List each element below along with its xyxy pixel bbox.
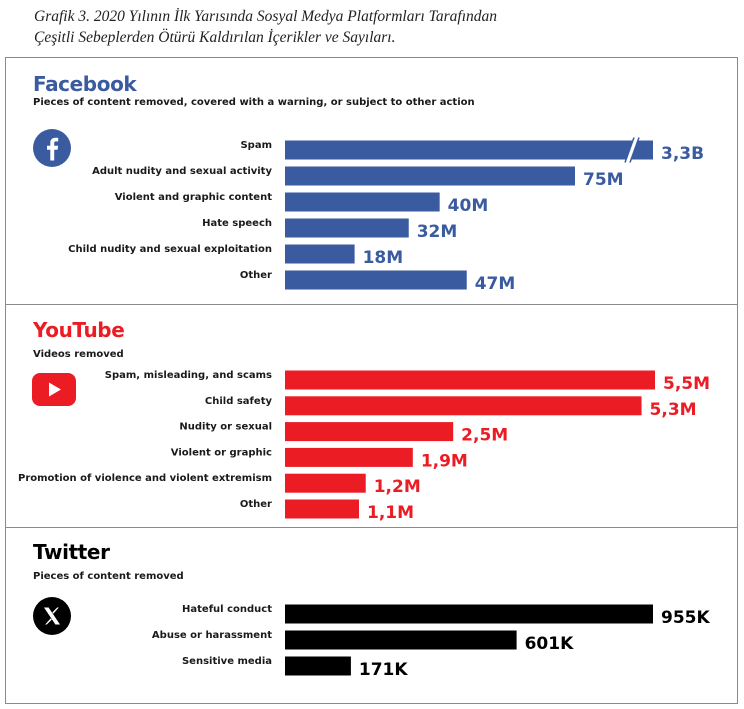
bar-1-1 bbox=[285, 396, 642, 416]
bar-1-0 bbox=[285, 370, 655, 390]
category-label: Spam bbox=[240, 140, 272, 151]
category-label: Child safety bbox=[205, 396, 273, 407]
data-label: 171K bbox=[359, 660, 408, 680]
youtube-logo-icon bbox=[32, 373, 76, 406]
category-label: Hate speech bbox=[202, 218, 272, 229]
category-label: Other bbox=[240, 270, 272, 281]
data-label: 75M bbox=[583, 170, 624, 190]
twitter-panel-title: Twitter bbox=[33, 540, 110, 564]
data-label: 1,2M bbox=[374, 477, 421, 497]
data-label: 32M bbox=[417, 222, 458, 242]
data-label: 5,3M bbox=[650, 400, 697, 420]
category-label: Spam, misleading, and scams bbox=[105, 370, 272, 381]
caption-line-1: Grafik 3. 2020 Yılının İlk Yarısında Sos… bbox=[34, 8, 498, 25]
axis-break-mark bbox=[625, 137, 639, 163]
data-label: 1,1M bbox=[367, 503, 414, 523]
category-label: Abuse or harassment bbox=[152, 630, 272, 641]
category-label: Violent or graphic bbox=[171, 447, 272, 458]
youtube-panel-subtitle: Videos removed bbox=[33, 349, 124, 360]
x-logo-icon bbox=[33, 597, 71, 635]
bar-2-0 bbox=[285, 604, 653, 624]
bar-0-2 bbox=[285, 192, 440, 212]
data-label: 47M bbox=[475, 274, 516, 294]
data-label: 1,9M bbox=[421, 451, 468, 471]
chart-twitter-bars: Hateful conduct 955K Abuse or harassment 60… bbox=[152, 604, 711, 680]
twitter-panel-subtitle: Pieces of content removed bbox=[33, 571, 184, 582]
bar-0-3 bbox=[285, 218, 409, 238]
category-label: Hateful conduct bbox=[182, 604, 272, 615]
category-label: Violent and graphic content bbox=[115, 192, 273, 203]
category-label: Sensitive media bbox=[182, 656, 272, 667]
bar-0-1 bbox=[285, 166, 575, 186]
bar-2-1 bbox=[285, 630, 517, 650]
facebook-panel-title: Facebook bbox=[33, 72, 137, 96]
axis-break-line-1 bbox=[624, 137, 635, 163]
chart-youtube-bars: Spam, misleading, and scams 5,5M Child saf… bbox=[18, 370, 710, 523]
figure-caption: Grafik 3. 2020 Yılının İlk Yarısında Sos… bbox=[34, 6, 734, 48]
youtube-panel-title: YouTube bbox=[33, 318, 125, 342]
category-label: Promotion of violence and violent extrem… bbox=[18, 473, 272, 484]
data-label: 601K bbox=[525, 634, 574, 654]
data-label: 2,5M bbox=[461, 426, 508, 446]
panel-divider-2 bbox=[6, 527, 737, 528]
chart-frame: Facebook Pieces of content removed, cove… bbox=[5, 57, 738, 704]
facebook-logo-icon bbox=[33, 129, 71, 167]
facebook-panel-subtitle: Pieces of content removed, covered with … bbox=[33, 97, 475, 108]
chart-facebook-bars: Spam 3,3B Adult nudity and sexual activity… bbox=[68, 137, 704, 294]
bar-0-0 bbox=[285, 140, 653, 160]
category-label: Nudity or sexual bbox=[179, 422, 272, 433]
bar-1-5 bbox=[285, 499, 359, 519]
data-label: 3,3B bbox=[661, 144, 704, 164]
bar-0-4 bbox=[285, 244, 355, 264]
data-label: 40M bbox=[448, 196, 489, 216]
axis-break-line-2 bbox=[629, 137, 640, 163]
caption-line-2: Çeşitli Sebeplerden Ötürü Kaldırılan İçe… bbox=[34, 29, 396, 46]
panel-divider-1 bbox=[6, 304, 737, 305]
bar-1-4 bbox=[285, 473, 366, 493]
bar-charts-svg: Spam 3,3B Adult nudity and sexual activity… bbox=[18, 137, 711, 680]
bar-0-5 bbox=[285, 270, 467, 290]
data-label: 18M bbox=[363, 248, 404, 268]
category-label: Child nudity and sexual exploitation bbox=[68, 244, 272, 255]
data-label: 955K bbox=[661, 608, 710, 628]
bar-2-2 bbox=[285, 656, 351, 676]
category-label: Adult nudity and sexual activity bbox=[92, 166, 272, 177]
data-label: 5,5M bbox=[663, 374, 710, 394]
category-label: Other bbox=[240, 499, 272, 510]
bar-1-3 bbox=[285, 447, 413, 467]
bar-1-2 bbox=[285, 422, 454, 442]
